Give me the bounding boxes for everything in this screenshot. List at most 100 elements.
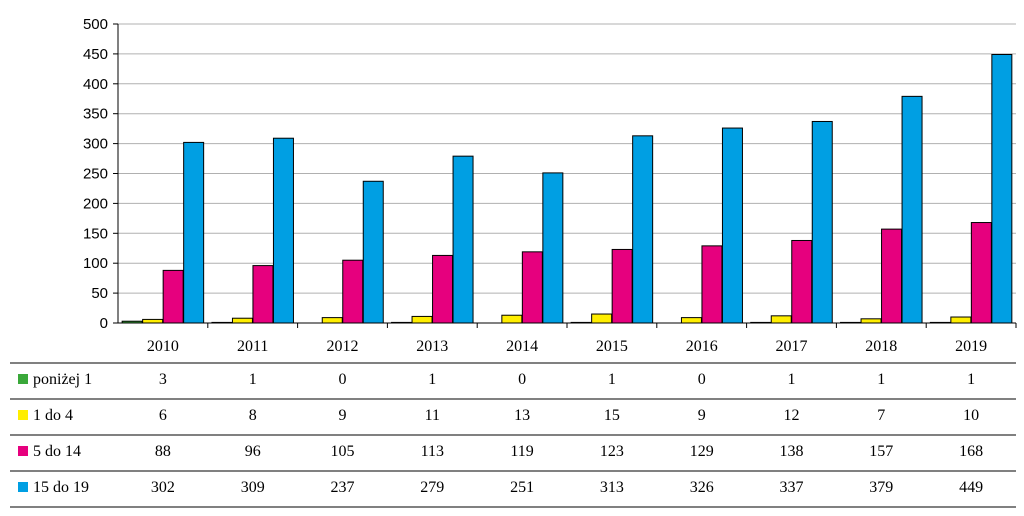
data-label: 337 xyxy=(780,479,804,496)
x-tick-label: 2010 xyxy=(147,338,179,355)
data-label: 10 xyxy=(963,407,979,424)
bar-2017-0 xyxy=(750,321,772,324)
bar-2019-0 xyxy=(929,321,951,324)
data-label: 309 xyxy=(241,479,265,496)
data-label: 449 xyxy=(959,479,983,496)
y-tick-label: 500 xyxy=(83,16,108,33)
bar-2012-3 xyxy=(362,180,384,324)
x-tick-label: 2016 xyxy=(686,338,718,355)
bar-2014-1 xyxy=(501,314,523,324)
data-label: 8 xyxy=(249,407,257,424)
legend-swatch xyxy=(18,374,28,384)
data-label: 326 xyxy=(690,479,714,496)
x-tick-label: 2012 xyxy=(327,338,359,355)
bar-2015-3 xyxy=(632,135,654,324)
x-tick-label: 2013 xyxy=(416,338,448,355)
data-label: 15 xyxy=(604,407,620,424)
bar-2015-1 xyxy=(591,313,613,324)
data-label: 251 xyxy=(510,479,534,496)
bar-2010-2 xyxy=(162,269,184,324)
legend-label: poniżej 1 xyxy=(33,371,92,388)
bar-2019-2 xyxy=(970,222,992,324)
bar-2013-2 xyxy=(432,254,454,324)
data-label: 129 xyxy=(690,443,714,460)
data-label: 13 xyxy=(514,407,530,424)
x-tick-label: 2017 xyxy=(776,338,808,355)
data-label: 313 xyxy=(600,479,624,496)
bar-2017-1 xyxy=(770,315,792,324)
legend-swatch xyxy=(18,446,28,456)
bar-2014-2 xyxy=(521,251,543,324)
y-tick-label: 100 xyxy=(83,255,108,272)
bar-2011-0 xyxy=(211,321,233,324)
data-label: 168 xyxy=(959,443,983,460)
bar-2012-2 xyxy=(342,259,364,324)
bar-2013-3 xyxy=(452,155,474,324)
bar-2019-1 xyxy=(950,316,972,324)
bar-2019-3 xyxy=(991,53,1013,324)
data-label: 1 xyxy=(788,371,796,388)
data-label: 1 xyxy=(877,371,885,388)
data-label: 3 xyxy=(159,371,167,388)
bar-2011-2 xyxy=(252,265,274,324)
bar-2018-2 xyxy=(881,228,903,324)
bar-2016-3 xyxy=(721,127,743,324)
bar-2013-1 xyxy=(411,315,433,324)
data-label: 6 xyxy=(159,407,167,424)
x-tick-label: 2019 xyxy=(955,338,987,355)
data-label: 0 xyxy=(339,371,347,388)
data-label: 96 xyxy=(245,443,261,460)
data-label: 279 xyxy=(420,479,444,496)
y-tick-label: 0 xyxy=(100,315,108,332)
data-label: 1 xyxy=(249,371,257,388)
data-label: 1 xyxy=(967,371,975,388)
bar-2010-0 xyxy=(121,320,143,324)
data-label: 105 xyxy=(331,443,355,460)
data-label: 302 xyxy=(151,479,175,496)
data-label: 138 xyxy=(780,443,804,460)
legend-label: 5 do 14 xyxy=(33,443,81,460)
legend-label: 15 do 19 xyxy=(33,479,89,496)
data-label: 12 xyxy=(784,407,800,424)
bar-2018-0 xyxy=(840,321,862,324)
bar-2018-3 xyxy=(901,95,923,324)
x-tick-label: 2014 xyxy=(506,338,538,355)
data-label: 88 xyxy=(155,443,171,460)
y-tick-label: 400 xyxy=(83,76,108,93)
data-label: 9 xyxy=(698,407,706,424)
legend-swatch xyxy=(18,410,28,420)
data-label: 113 xyxy=(421,443,444,460)
y-tick-label: 350 xyxy=(83,106,108,123)
legend-label: 1 do 4 xyxy=(33,407,73,424)
bar-2015-0 xyxy=(570,321,592,324)
y-tick-label: 250 xyxy=(83,166,108,183)
bar-2018-1 xyxy=(860,318,882,324)
data-label: 0 xyxy=(518,371,526,388)
bar-2016-1 xyxy=(680,317,702,324)
bar-2014-3 xyxy=(542,172,564,324)
y-tick-label: 50 xyxy=(91,285,108,302)
x-tick-label: 2011 xyxy=(237,338,268,355)
data-label: 237 xyxy=(331,479,355,496)
bar-2012-1 xyxy=(321,317,343,324)
y-tick-label: 450 xyxy=(83,46,108,63)
bar-2011-1 xyxy=(231,317,253,324)
data-label: 7 xyxy=(877,407,885,424)
bar-2016-2 xyxy=(701,245,723,324)
bar-2017-3 xyxy=(811,120,833,324)
data-label: 379 xyxy=(869,479,893,496)
bar-2013-0 xyxy=(391,321,413,324)
bar-2011-3 xyxy=(272,137,294,324)
x-tick-label: 2015 xyxy=(596,338,628,355)
data-label: 157 xyxy=(869,443,893,460)
y-tick-label: 150 xyxy=(83,225,108,242)
x-tick-label: 2018 xyxy=(865,338,897,355)
bar-2010-1 xyxy=(142,318,164,324)
y-tick-label: 300 xyxy=(83,136,108,153)
data-label: 9 xyxy=(339,407,347,424)
bar-2015-2 xyxy=(611,248,633,324)
data-label: 0 xyxy=(698,371,706,388)
bar-2010-3 xyxy=(183,141,205,324)
bar-2017-2 xyxy=(791,239,813,324)
